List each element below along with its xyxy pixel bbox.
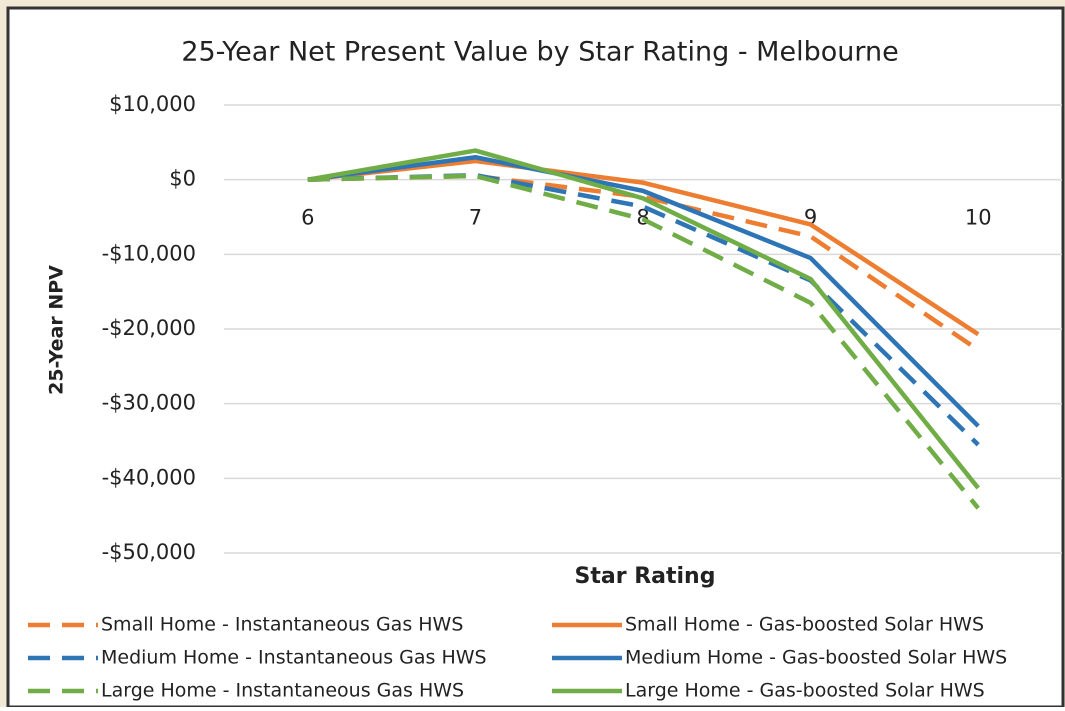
legend-label: Large Home - Instantaneous Gas HWS <box>101 680 464 702</box>
series-line <box>307 155 980 428</box>
y-axis-label: 25-Year NPV <box>46 265 68 395</box>
legend-label: Small Home - Gas-boosted Solar HWS <box>625 614 984 636</box>
y-tick-label: -$50,000 <box>102 540 196 564</box>
series-line <box>307 158 980 337</box>
y-tick-label: -$40,000 <box>102 465 196 489</box>
legend-label: Small Home - Instantaneous Gas HWS <box>101 614 463 636</box>
series-line <box>307 148 980 490</box>
y-tick-label: $10,000 <box>109 92 196 116</box>
legend-label: Large Home - Gas-boosted Solar HWS <box>625 680 985 702</box>
legend-label: Medium Home - Instantaneous Gas HWS <box>101 647 487 669</box>
x-tick-label: 7 <box>469 206 482 230</box>
chart-title: 25-Year Net Present Value by Star Rating… <box>181 37 898 68</box>
series-line <box>307 173 980 510</box>
x-tick-label: 10 <box>965 206 992 230</box>
legend-label: Medium Home - Gas-boosted Solar HWS <box>625 647 1007 669</box>
y-tick-label: -$10,000 <box>102 241 196 265</box>
y-tick-label: $0 <box>169 167 196 191</box>
x-axis-label: Star Rating <box>575 564 716 589</box>
y-tick-label: -$30,000 <box>102 391 196 415</box>
x-tick-label: 6 <box>301 206 314 230</box>
y-tick-label: -$20,000 <box>102 316 196 340</box>
